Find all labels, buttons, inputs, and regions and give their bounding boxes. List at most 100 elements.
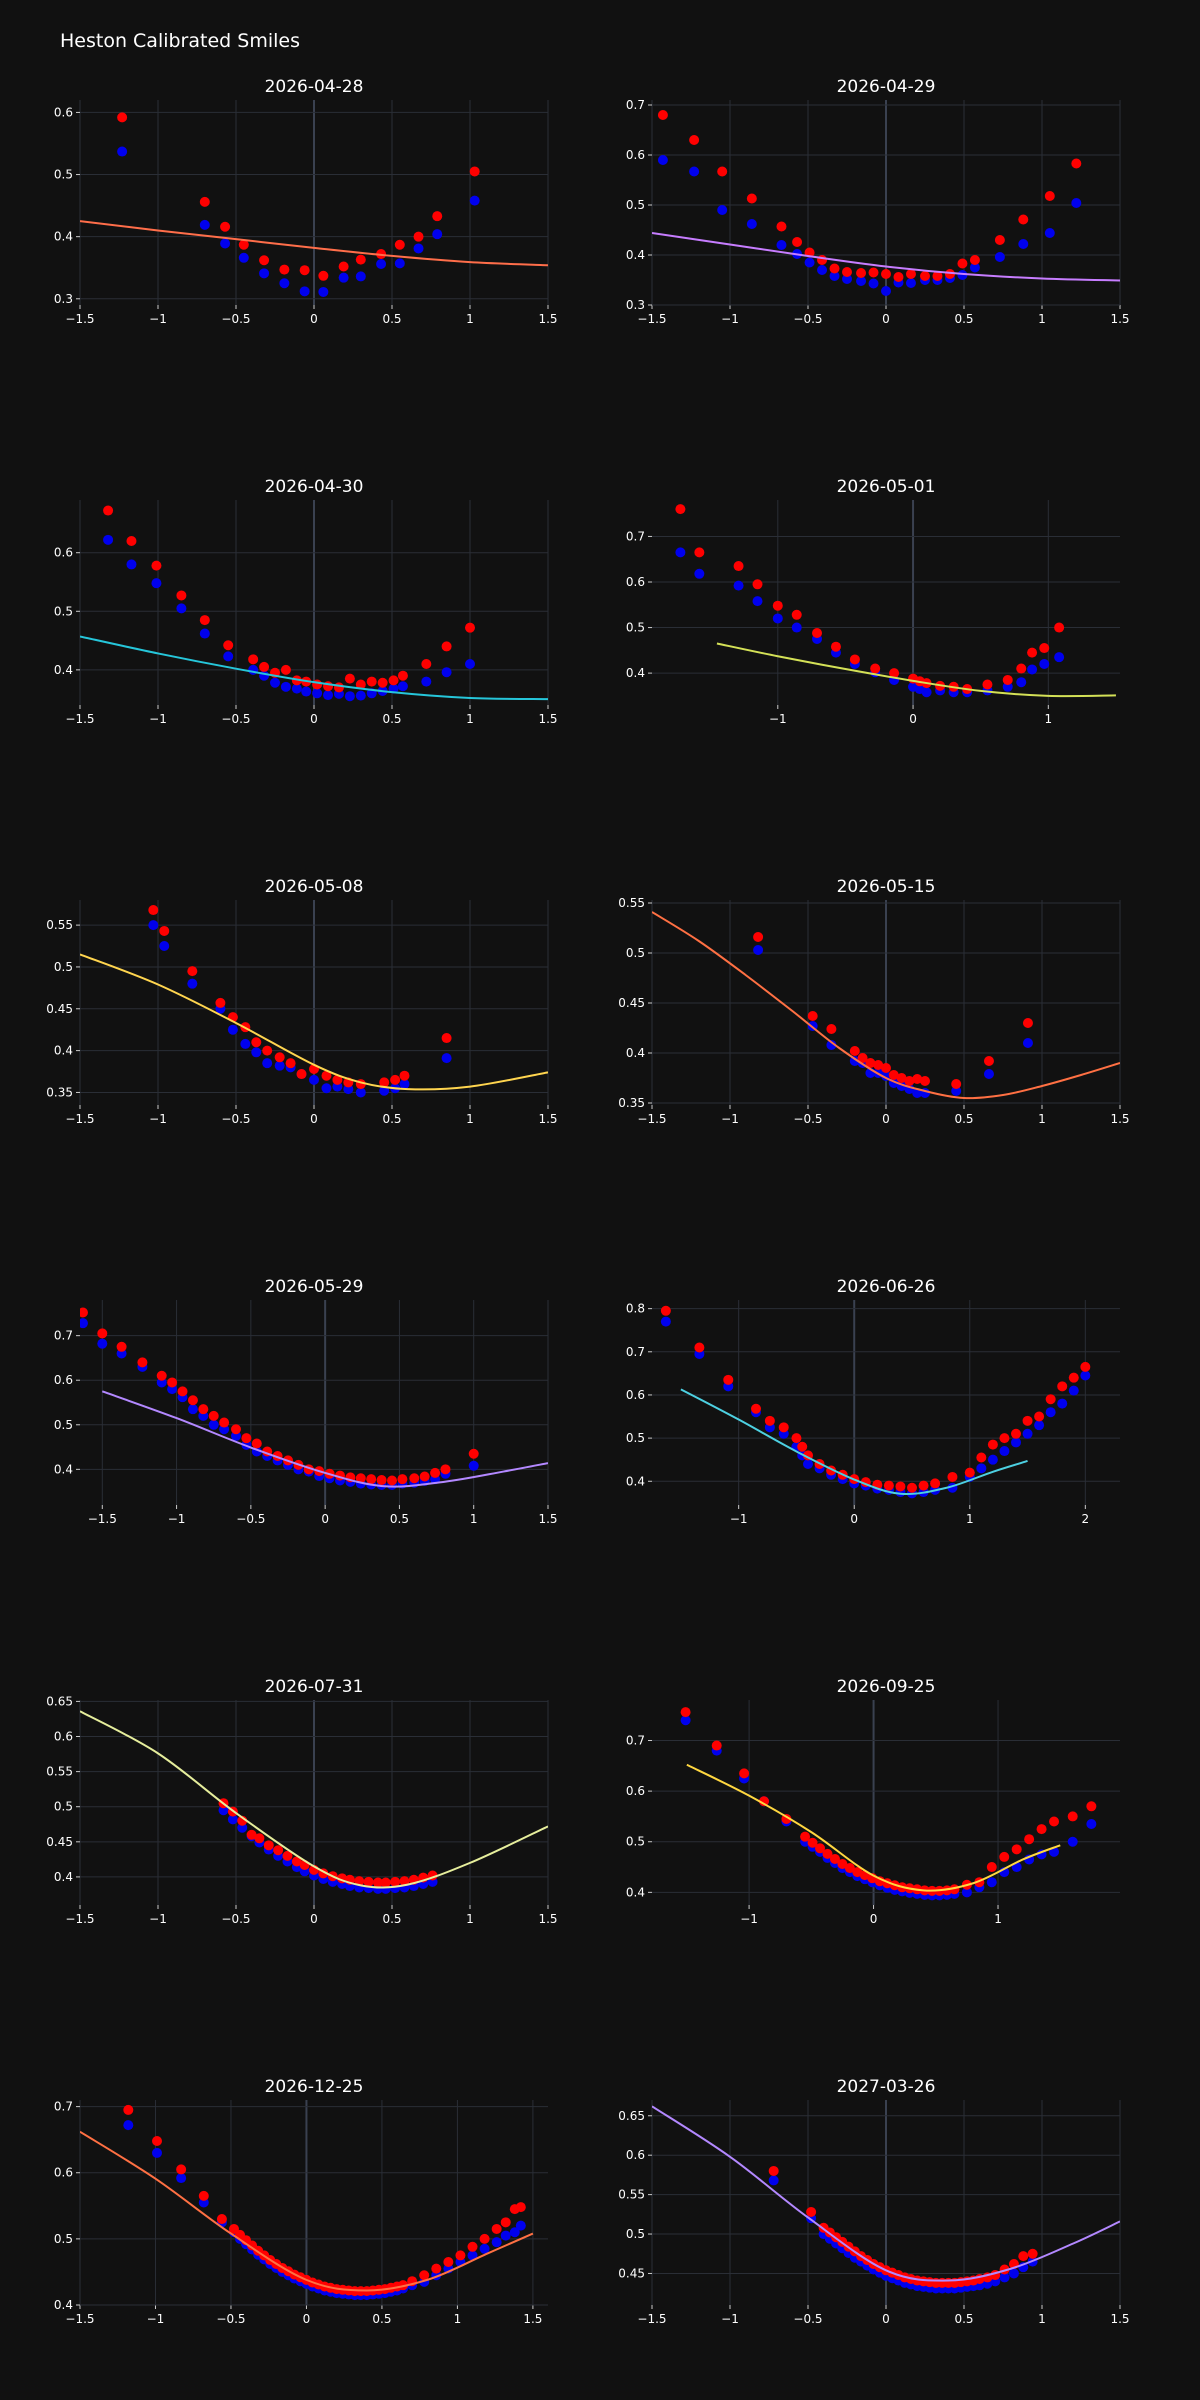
bid-point xyxy=(842,274,852,284)
y-tick-label: 0.65 xyxy=(46,1694,73,1708)
bid-point xyxy=(976,1463,987,1474)
bid-point xyxy=(1045,1407,1056,1418)
ask-point xyxy=(220,221,231,232)
bid-point xyxy=(957,270,968,280)
ask-point xyxy=(675,504,686,515)
ask-point xyxy=(694,547,705,558)
ask-point xyxy=(1022,1415,1033,1426)
ask-point xyxy=(123,2104,134,2115)
ask-point xyxy=(752,579,763,590)
bid-point xyxy=(274,1060,285,1071)
y-tick-label: 0.4 xyxy=(54,1870,73,1884)
ask-point xyxy=(80,1307,88,1318)
ask-point xyxy=(1068,1372,1079,1383)
bid-point xyxy=(905,278,916,288)
ask-point xyxy=(994,235,1005,245)
ask-point xyxy=(251,1037,262,1048)
ask-point xyxy=(1045,1394,1056,1405)
ask-point xyxy=(920,1076,930,1086)
ask-point xyxy=(246,1829,257,1840)
chart-title: 2026-05-08 xyxy=(265,877,364,897)
bid-point xyxy=(509,2227,520,2238)
ask-point xyxy=(187,1395,198,1406)
ask-point xyxy=(273,1845,284,1856)
y-tick-label: 0.5 xyxy=(54,1418,73,1432)
ask-point xyxy=(355,1473,366,1484)
y-tick-label: 0.4 xyxy=(626,1474,645,1488)
bid-point xyxy=(279,278,290,289)
ask-point xyxy=(895,1481,906,1492)
smile-chart: 2026-05-01 −1 0 1 0.4 0.5 0.6 0.7 xyxy=(626,477,1120,726)
ask-point xyxy=(312,679,323,690)
x-tick-label: −1.5 xyxy=(637,1112,666,1126)
y-tick-label: 0.5 xyxy=(54,960,73,974)
y-tick-label: 0.45 xyxy=(618,2266,645,2280)
ask-point xyxy=(432,211,443,222)
x-tick-label: −1 xyxy=(769,712,787,726)
bid-point xyxy=(1011,1437,1021,1448)
ask-point xyxy=(248,654,259,665)
ask-point xyxy=(355,679,366,690)
bid-point xyxy=(680,1715,691,1726)
bid-point xyxy=(881,286,891,296)
x-tick-label: −1 xyxy=(721,2312,739,2326)
bid-point xyxy=(421,676,432,687)
bid-point xyxy=(791,622,802,633)
ask-point xyxy=(468,1448,479,1459)
ask-point xyxy=(467,2241,478,2252)
x-tick-label: −1 xyxy=(149,712,167,726)
ask-point xyxy=(1018,2251,1029,2262)
bid-point xyxy=(355,1087,366,1098)
ask-point xyxy=(116,1341,127,1352)
y-tick-label: 0.6 xyxy=(54,546,73,560)
ask-point xyxy=(259,255,270,266)
bid-point xyxy=(223,651,234,662)
ask-point xyxy=(800,1831,811,1842)
x-tick-label: −1.5 xyxy=(637,2312,666,2326)
x-tick-label: 1 xyxy=(466,1112,474,1126)
ask-point xyxy=(776,221,787,232)
bid-point xyxy=(951,1086,962,1096)
ask-point xyxy=(491,2223,502,2234)
bid-point xyxy=(355,690,366,701)
bid-point xyxy=(465,659,475,669)
x-tick-label: −1.5 xyxy=(65,1912,94,1926)
bid-point xyxy=(227,1024,238,1035)
y-tick-label: 0.35 xyxy=(46,1085,73,1099)
y-tick-label: 0.6 xyxy=(626,1388,645,1402)
data-layer xyxy=(675,504,1116,698)
ask-point xyxy=(296,1069,307,1080)
bid-point xyxy=(309,1074,319,1085)
ask-point xyxy=(807,1011,818,1021)
y-tick-label: 0.5 xyxy=(626,2227,645,2241)
bid-point xyxy=(660,1316,671,1327)
fit-line xyxy=(652,911,1120,1100)
bid-point xyxy=(291,683,302,694)
x-tick-label: 1 xyxy=(966,1512,974,1526)
ask-point xyxy=(792,237,803,247)
ask-point xyxy=(711,1740,722,1751)
y-tick-label: 0.5 xyxy=(626,1431,645,1445)
x-tick-label: 0 xyxy=(882,312,890,326)
y-tick-label: 0.6 xyxy=(626,1784,645,1798)
ask-point xyxy=(390,1074,401,1085)
ask-point xyxy=(1016,663,1027,674)
ask-point xyxy=(187,966,198,977)
ask-point xyxy=(366,676,377,687)
ask-point xyxy=(889,668,900,679)
bid-point xyxy=(399,1079,410,1090)
bid-point xyxy=(1008,2268,1019,2279)
ask-point xyxy=(689,135,700,145)
x-tick-label: 1.5 xyxy=(538,312,557,326)
x-tick-label: −1 xyxy=(721,1112,739,1126)
ask-point xyxy=(441,1033,452,1044)
ask-point xyxy=(837,1859,848,1869)
bid-point xyxy=(987,1454,998,1465)
ask-point xyxy=(904,1076,915,1086)
ask-point xyxy=(759,1796,770,1807)
y-tick-label: 0.65 xyxy=(618,2109,645,2123)
ask-point xyxy=(465,622,475,633)
bid-point xyxy=(103,534,114,545)
bid-point xyxy=(187,978,198,989)
